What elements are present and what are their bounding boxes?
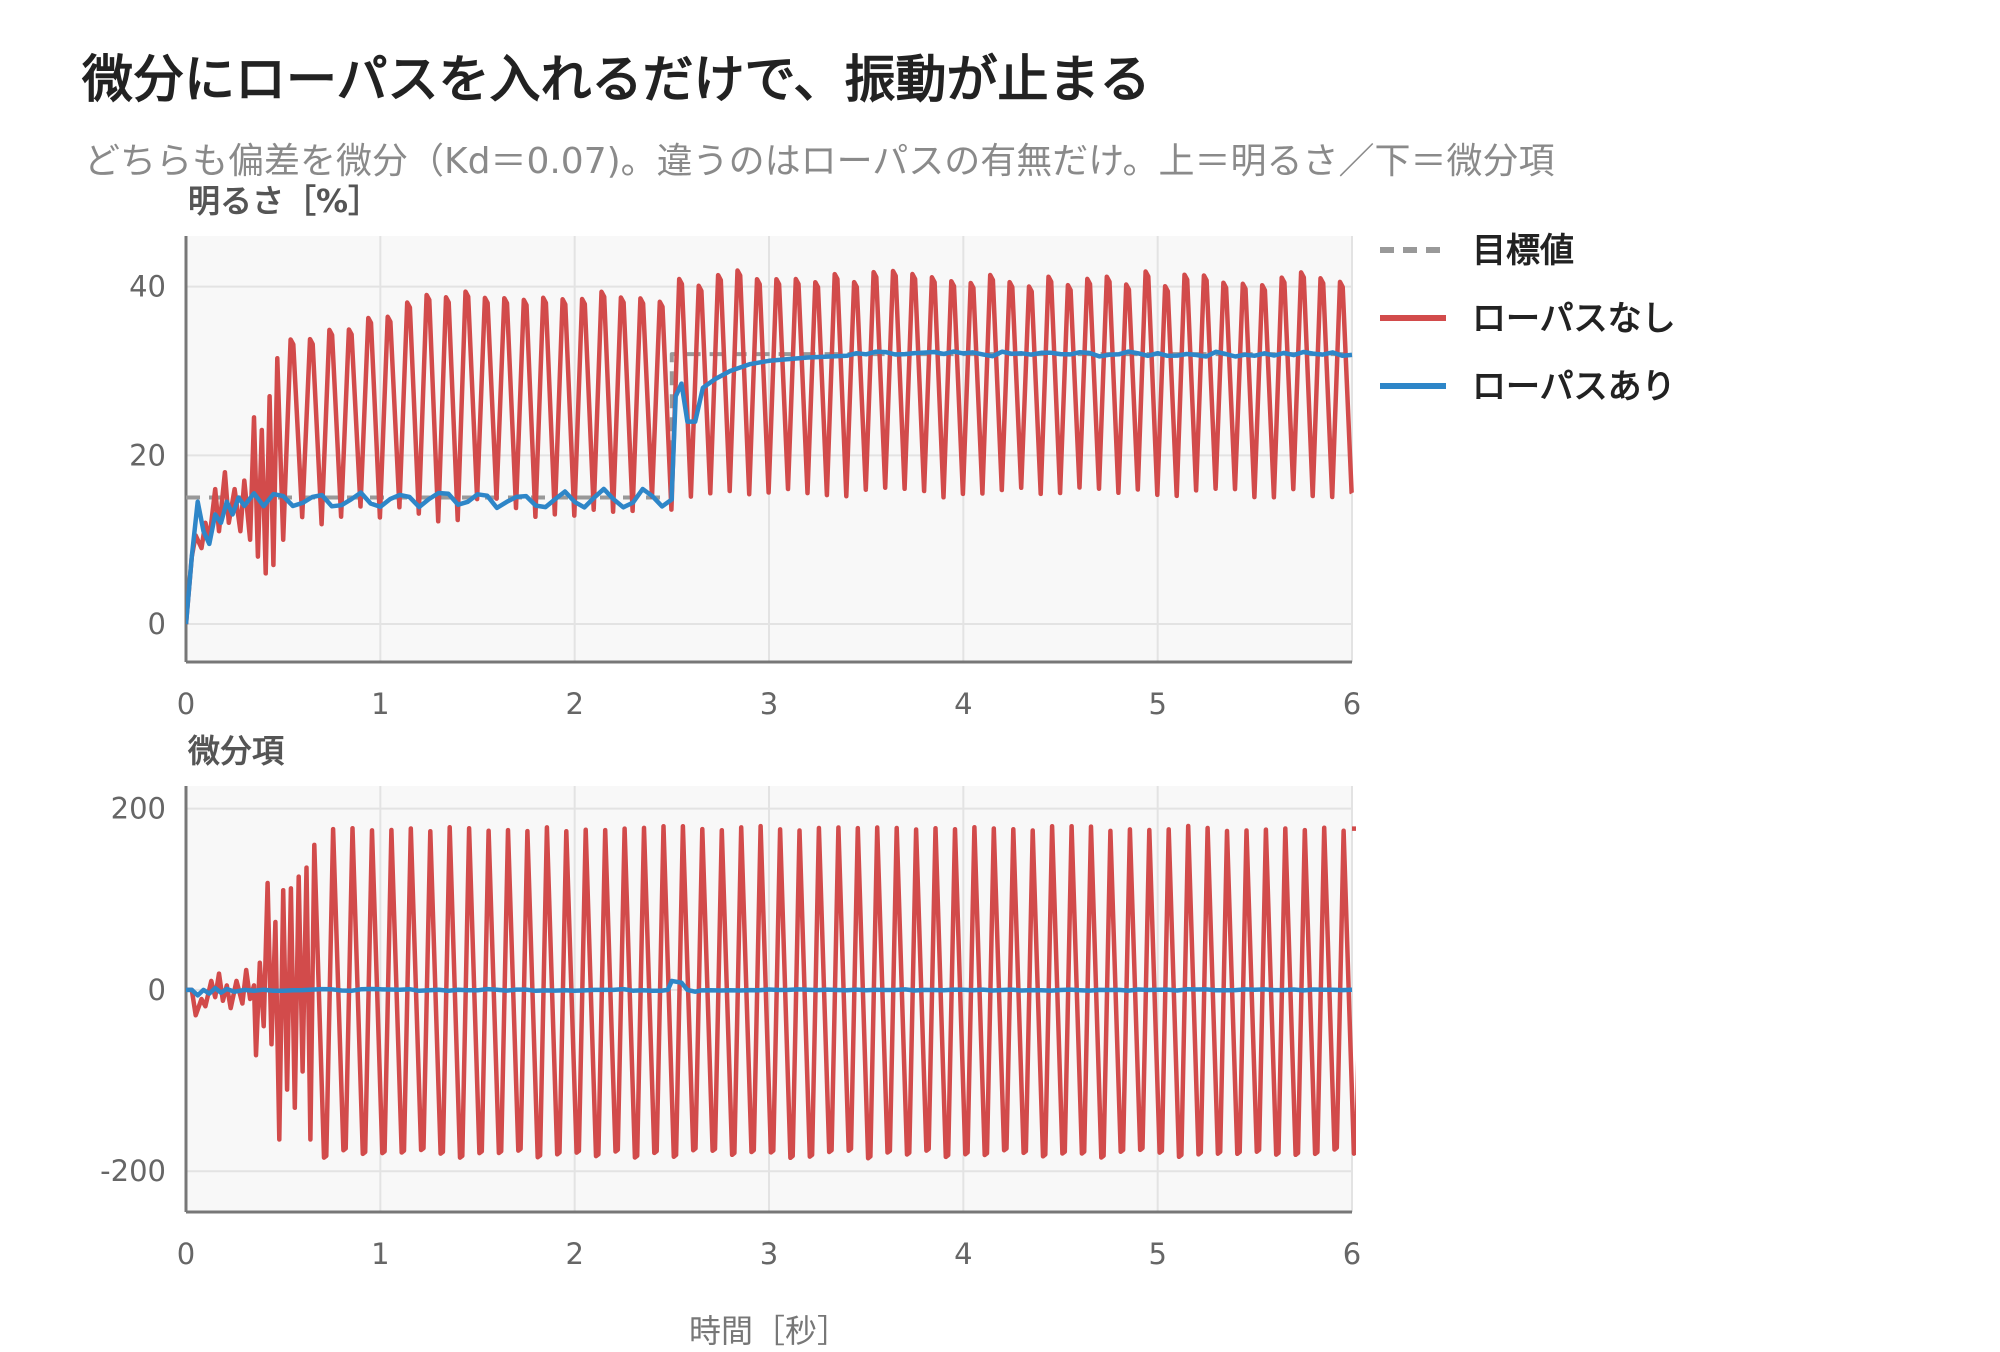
legend-label: ローパスなし [1472, 299, 1676, 339]
x-tick-label: 1 [371, 1237, 389, 1271]
y-tick-label: 0 [148, 607, 166, 641]
x-tick-label: 0 [177, 687, 195, 721]
y-axis-label: 微分項 [187, 732, 285, 770]
chart-subtitle: どちらも偏差を微分（Kd＝0.07)。違うのはローパスの有無だけ。上＝明るさ／下… [84, 141, 1555, 182]
y-tick-label: 200 [111, 792, 166, 826]
series-line-no-lowpass [186, 268, 1354, 625]
legend-label: 目標値 [1472, 231, 1574, 271]
series-line-with-lowpass [186, 978, 1353, 998]
x-axis-label: 時間［秒］ [689, 1312, 849, 1350]
x-tick-label: 6 [1343, 687, 1361, 721]
x-tick-label: 4 [954, 687, 972, 721]
chart-title: 微分にローパスを入れるだけで、振動が止まる [82, 51, 1151, 110]
x-tick-label: 5 [1148, 687, 1166, 721]
x-tick-label: 5 [1148, 1237, 1166, 1271]
y-tick-label: -200 [100, 1154, 166, 1188]
y-tick-label: 0 [148, 973, 166, 1007]
series-line-with-lowpass [186, 349, 1353, 625]
x-tick-label: 2 [565, 1237, 583, 1271]
x-tick-label: 0 [177, 1237, 195, 1271]
x-tick-label: 4 [954, 1237, 972, 1271]
x-tick-label: 3 [760, 687, 778, 721]
series-line-no-lowpass [186, 823, 1356, 1161]
x-tick-label: 2 [565, 687, 583, 721]
plot-panel-1: 0 1 2 3 4 5 6 0 20 40 明るさ［%］ [129, 182, 1361, 721]
x-tick-label: 1 [371, 687, 389, 721]
x-tick-label: 6 [1343, 1237, 1361, 1271]
y-tick-label: 20 [129, 438, 166, 472]
x-tick-label: 3 [760, 1237, 778, 1271]
legend-label: ローパスあり [1472, 367, 1676, 407]
y-tick-label: 40 [129, 270, 166, 304]
y-axis-label: 明るさ［%］ [188, 182, 380, 220]
